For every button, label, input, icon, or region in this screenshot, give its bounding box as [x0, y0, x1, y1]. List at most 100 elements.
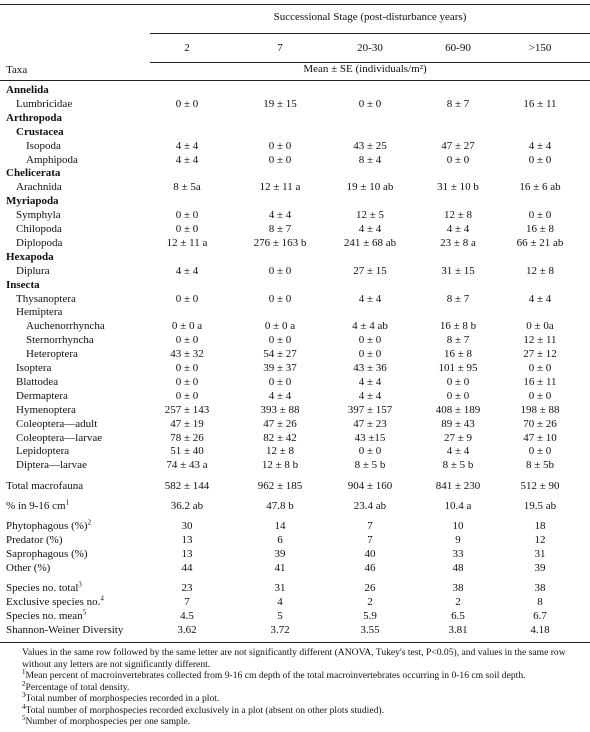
- row-label: Heteroptera: [26, 348, 78, 361]
- cell: 8 ± 7: [446, 97, 470, 110]
- row-label-text: Dermaptera: [16, 389, 68, 402]
- cell: 8 ± 5a: [173, 181, 201, 194]
- cell: 0 ± 0: [175, 389, 199, 402]
- cell: 66 ± 21 ab: [516, 236, 564, 249]
- row-label-text: Thysanoptera: [16, 292, 76, 305]
- cell: 39: [534, 562, 546, 574]
- column-header: 20-30: [357, 42, 383, 54]
- row-label: Lumbricidae: [16, 98, 72, 111]
- cell: 40: [364, 548, 376, 560]
- cell: 47 ± 10: [523, 431, 557, 444]
- footnote-text: Number of morphospecies per one sample.: [25, 716, 191, 727]
- cell: 8 ± 5b: [525, 459, 555, 472]
- row-label-text: Total macrofauna: [6, 480, 84, 492]
- cell: 12 ± 8: [265, 445, 295, 458]
- cell: 16 ± 8: [525, 223, 555, 235]
- cell: 397 ± 157: [347, 403, 393, 416]
- footnote-text: Mean percent of macroinvertebrates colle…: [25, 670, 526, 681]
- units-header: Mean ± SE (individuals/m²): [303, 63, 427, 75]
- cell: 0 ± 0: [175, 292, 199, 305]
- cell: 0 ± 0: [175, 375, 199, 388]
- cell: 6.7: [533, 610, 547, 622]
- cell: 18: [534, 520, 546, 532]
- cell: 393 ± 88: [260, 403, 300, 416]
- row-label-text: Blattodea: [16, 375, 59, 388]
- cell: 10: [452, 520, 464, 532]
- cell: 0 ± 0: [528, 209, 552, 222]
- row-label-text: Hexapoda: [6, 250, 54, 263]
- footnote-text: Total number of morphospecies recorded i…: [25, 693, 220, 704]
- cell: 4 ± 4: [268, 389, 292, 402]
- footnote-mark: 1: [22, 667, 26, 676]
- row-label-text: Amphipoda: [26, 153, 78, 166]
- cell: 38: [452, 582, 464, 594]
- row-label-text: Crustacea: [16, 125, 64, 138]
- row-label-text: Phytophagous (%): [6, 520, 88, 532]
- cell: 10.4 a: [444, 500, 472, 512]
- cell: 4 ± 4: [175, 264, 199, 277]
- row-label: Species no. total3: [6, 581, 82, 595]
- cell: 23.4 ab: [353, 500, 387, 512]
- cell: 582 ± 144: [164, 480, 210, 492]
- cell: 70 ± 26: [523, 417, 557, 430]
- cell: 0 ± 0: [358, 97, 382, 110]
- cell: 0 ± 0 a: [264, 320, 296, 333]
- row-label: Coleoptera—larvae: [16, 432, 102, 445]
- cell: 0 ± 0: [175, 209, 199, 222]
- cell: 8 ± 7: [446, 334, 470, 347]
- cell: 198 ± 88: [520, 403, 560, 416]
- footnote-mark: 4: [100, 594, 104, 603]
- row-label-text: Sternorrhyncha: [26, 334, 94, 347]
- row-label: Dermaptera: [16, 390, 68, 403]
- row-label: Coleoptera—adult: [16, 418, 97, 431]
- row-label: Predator (%): [6, 534, 63, 547]
- cell: 7: [184, 596, 190, 608]
- row-label: Auchenorrhyncha: [26, 320, 105, 333]
- cell: 5: [277, 610, 283, 622]
- row-label-text: Arthropoda: [6, 111, 63, 124]
- row-label: Blattodea: [16, 376, 58, 389]
- row-label: Shannon-Weiner Diversity: [6, 624, 123, 637]
- row-label-text: Chelicerata: [6, 167, 61, 180]
- row-header: Taxa: [6, 64, 28, 76]
- cell: 3.55: [360, 624, 380, 636]
- row-label-text: Lumbricidae: [16, 97, 73, 110]
- cell: 31: [274, 582, 286, 594]
- cell: 0 ± 0: [268, 139, 292, 152]
- cell: 16 ± 6 ab: [519, 181, 561, 194]
- cell: 4 ± 4: [446, 445, 470, 458]
- cell: 8 ± 4: [358, 153, 382, 166]
- cell: 19.5 ab: [523, 500, 557, 512]
- cell: 43 ± 25: [353, 139, 387, 152]
- bottom-rule: [0, 642, 590, 643]
- row-label: Chelicerata: [6, 167, 60, 180]
- row-label-text: Heteroptera: [26, 348, 78, 361]
- cell: 0 ± 0a: [526, 320, 554, 333]
- cell: 0 ± 0: [528, 389, 552, 402]
- cell: 43 ± 32: [170, 348, 204, 361]
- row-label: Symphyla: [16, 209, 61, 222]
- row-label-text: Isopoda: [26, 139, 61, 152]
- row-label: Isopoda: [26, 140, 61, 153]
- cell: 4 ± 4: [358, 292, 382, 305]
- cell: 4 ± 4: [528, 139, 552, 152]
- cell: 43 ±15: [354, 431, 386, 444]
- cell: 101 ± 95: [438, 362, 478, 374]
- spanner-header: Successional Stage (post-disturbance yea…: [273, 11, 467, 23]
- row-label-text: Hymenoptera: [16, 403, 76, 416]
- row-label-text: Chilopoda: [16, 223, 62, 235]
- cell: 48: [452, 562, 464, 574]
- cell: 36.2 ab: [170, 500, 204, 512]
- cell: 4 ± 4: [175, 139, 199, 152]
- cell: 39 ± 37: [263, 362, 297, 374]
- cell: 27 ± 9: [443, 431, 473, 444]
- footnote: 5Number of morphospecies per one sample.: [8, 714, 586, 728]
- cell: 12: [534, 534, 546, 546]
- cell: 12 ± 5: [355, 209, 385, 222]
- cell: 257 ± 143: [164, 403, 210, 416]
- footer: Values in the same row followed by the s…: [8, 647, 586, 728]
- row-label: Lepidoptera: [16, 445, 69, 458]
- cell: 14: [274, 520, 286, 532]
- row-label: Diplura: [16, 265, 50, 278]
- cell: 0 ± 0: [175, 223, 199, 235]
